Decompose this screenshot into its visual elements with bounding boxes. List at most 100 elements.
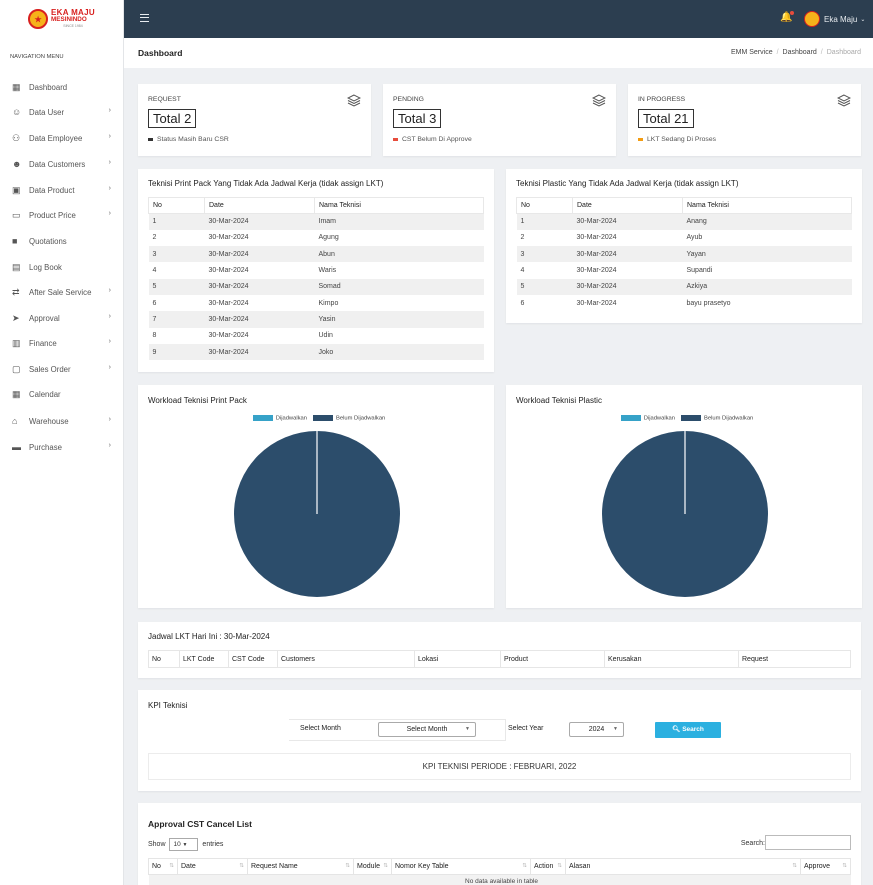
table-cell: 30-Mar-2024 (208, 234, 249, 242)
table-cell: 30-Mar-2024 (204, 213, 315, 230)
sidebar-item-product-price[interactable]: ▭ Product Price › (0, 207, 124, 223)
sortable-column-header[interactable]: Nomor Key Table ⇅ (391, 858, 531, 875)
page-length-control: Show 10 ▼ entries (148, 838, 223, 851)
brand-since: SINCE 1984 (63, 23, 83, 28)
empty-row: No data available in table (148, 874, 851, 885)
sidebar-item-quotations[interactable]: ■ Quotations (0, 233, 124, 249)
stat-label: REQUEST (148, 96, 181, 103)
table-cell: 3 (516, 246, 573, 263)
table-row: 4 30-Mar-2024 Waris (149, 262, 484, 278)
sidebar-item-data-employee[interactable]: ⚇ Data Employee › (0, 130, 124, 146)
notification-bell-icon[interactable]: 🔔 (780, 11, 795, 23)
sidebar-item-dashboard[interactable]: ▦ Dashboard (0, 79, 124, 95)
sidebar-item-after-sale-service[interactable]: ⇄ After Sale Service › (0, 284, 124, 300)
sidebar-item-approval[interactable]: ➤ Approval › (0, 310, 124, 326)
table-cell: 30-Mar-2024 (204, 343, 315, 361)
table-cell: 1 (148, 213, 205, 230)
table-row: 2 30-Mar-2024 Agung (149, 230, 484, 246)
stat-label: PENDING (393, 96, 424, 103)
table-cell: 30-Mar-2024 (204, 246, 315, 263)
sortable-column-header[interactable]: No ⇅ (148, 858, 178, 875)
table-cell: 6 (152, 299, 157, 307)
table-cell: Joko (314, 343, 484, 361)
year-select[interactable]: 2024 ▼ (569, 722, 624, 737)
table-row: 5 30-Mar-2024 Azkiya (516, 278, 852, 295)
notification-dot (790, 11, 795, 15)
breadcrumb-emm-service[interactable]: EMM Service (730, 49, 773, 56)
workload-plastic-card: Workload Teknisi Plastic Dijadwalkan Belu… (506, 385, 862, 608)
table-cell: 30-Mar-2024 (576, 234, 617, 242)
kpi-period: KPI TEKNISI PERIODE : FEBRUARI, 2022 (148, 753, 851, 780)
month-select[interactable]: Select Month ▼ (378, 722, 476, 737)
hamburger-menu-icon[interactable] (140, 14, 149, 22)
sortable-column-header[interactable]: Date ⇅ (177, 858, 248, 875)
printpack-table: No Date Nama Teknisi 1 30-Mar-2024 Imam 2 30-Ma… (148, 197, 484, 361)
column-header: No (516, 197, 573, 214)
approval-title: Approval CST Cancel List (148, 819, 252, 829)
sidebar-item-data-user[interactable]: ☺ Data User › (0, 104, 124, 120)
stat-card-in-progress: IN PROGRESS Total 21 LKT Sedang Di Proses (628, 84, 861, 156)
table-cell: 2 (152, 234, 157, 242)
chart-title: Workload Teknisi Plastic (516, 396, 602, 405)
table-cell: 30-Mar-2024 (576, 267, 617, 275)
nav-heading: NAVIGATION MENU (10, 54, 64, 60)
column-header: No (148, 197, 205, 214)
kpi-title: KPI Teknisi (148, 701, 188, 710)
sidebar-item-log-book[interactable]: ▤ Log Book (0, 259, 124, 275)
brand-logo[interactable]: ★ EKA MAJU MESININDO SINCE 1984 (0, 0, 123, 38)
sortable-column-header[interactable]: Alasan ⇅ (565, 858, 801, 875)
dashboard-icon: ▦ (12, 81, 21, 92)
search-input[interactable] (765, 835, 851, 850)
sidebar-item-label: Log Book (29, 262, 62, 272)
layers-icon (836, 94, 852, 110)
sidebar-item-purchase[interactable]: ▬ Purchase › (0, 439, 124, 455)
sidebar-item-label: Sales Order (29, 364, 71, 374)
table-row: 8 30-Mar-2024 Udin (149, 328, 484, 344)
legend-label: Belum Dijadwalkan (335, 415, 386, 422)
stat-label: IN PROGRESS (638, 96, 686, 103)
sidebar-item-warehouse[interactable]: ⌂ Warehouse › (0, 413, 124, 429)
table-row: 6 30-Mar-2024 Kimpo (149, 295, 484, 311)
send-icon: ➤ (12, 312, 20, 323)
brand-sub: MESININDO (51, 15, 87, 23)
chart-legend[interactable]: Dijadwalkan Belum Dijadwalkan (506, 415, 862, 422)
lock-icon: ■ (12, 235, 18, 246)
sidebar-item-label: Product Price (29, 210, 76, 220)
stat-total: Total 2 (148, 109, 197, 128)
chart-legend[interactable]: Dijadwalkan Belum Dijadwalkan (138, 415, 494, 422)
column-header: Date (204, 197, 315, 214)
user-menu[interactable]: Eka Maju ⌄ (804, 11, 865, 27)
sortable-column-header[interactable]: Request Name ⇅ (247, 858, 354, 875)
breadcrumb-current: Dashboard (826, 49, 861, 56)
column-header: CST Code (228, 650, 278, 668)
sidebar-item-sales-order[interactable]: ▢ Sales Order › (0, 361, 124, 377)
table-cell: Abun (314, 246, 484, 263)
column-header: Nama Teknisi (314, 197, 484, 214)
sortable-column-header[interactable]: Module ⇅ (353, 858, 392, 875)
sortable-column-header[interactable]: Approve ⇅ (800, 858, 851, 875)
table-cell: 7 (148, 311, 205, 328)
approval-card: Approval CST Cancel List Show 10 ▼ entri… (138, 803, 861, 885)
chevron-right-icon: › (108, 159, 111, 166)
table-row: 1 30-Mar-2024 Imam (148, 213, 484, 230)
sidebar-item-finance[interactable]: ▥ Finance › (0, 335, 124, 351)
book-icon: ▤ (12, 261, 21, 272)
table-cell: Somad (314, 278, 484, 295)
sidebar-item-calendar[interactable]: ▦ Calendar (0, 386, 124, 402)
sort-icon: ⇅ (239, 863, 244, 869)
entries-select[interactable]: 10 ▼ (169, 838, 199, 851)
chevron-right-icon: › (108, 133, 111, 140)
sidebar-item-data-product[interactable]: ▣ Data Product › (0, 182, 124, 198)
status-dot (148, 137, 153, 141)
table-cell: Agung (318, 234, 339, 242)
breadcrumb-dashboard[interactable]: Dashboard (782, 49, 817, 56)
chevron-right-icon: › (108, 185, 111, 192)
user-cog-icon: ☺ (12, 106, 22, 117)
legend-swatch (312, 415, 333, 421)
sortable-column-header[interactable]: Action ⇅ (530, 858, 566, 875)
sidebar-item-label: Data Product (29, 185, 75, 195)
sidebar-item-data-customers[interactable]: ☻ Data Customers › (0, 156, 124, 172)
approval-table: No ⇅ Date ⇅ Request Name ⇅ Module ⇅ Nomor Key Ta… (148, 858, 851, 885)
status-dot (638, 137, 643, 141)
search-button[interactable]: 🔍︎ Search (655, 722, 721, 738)
